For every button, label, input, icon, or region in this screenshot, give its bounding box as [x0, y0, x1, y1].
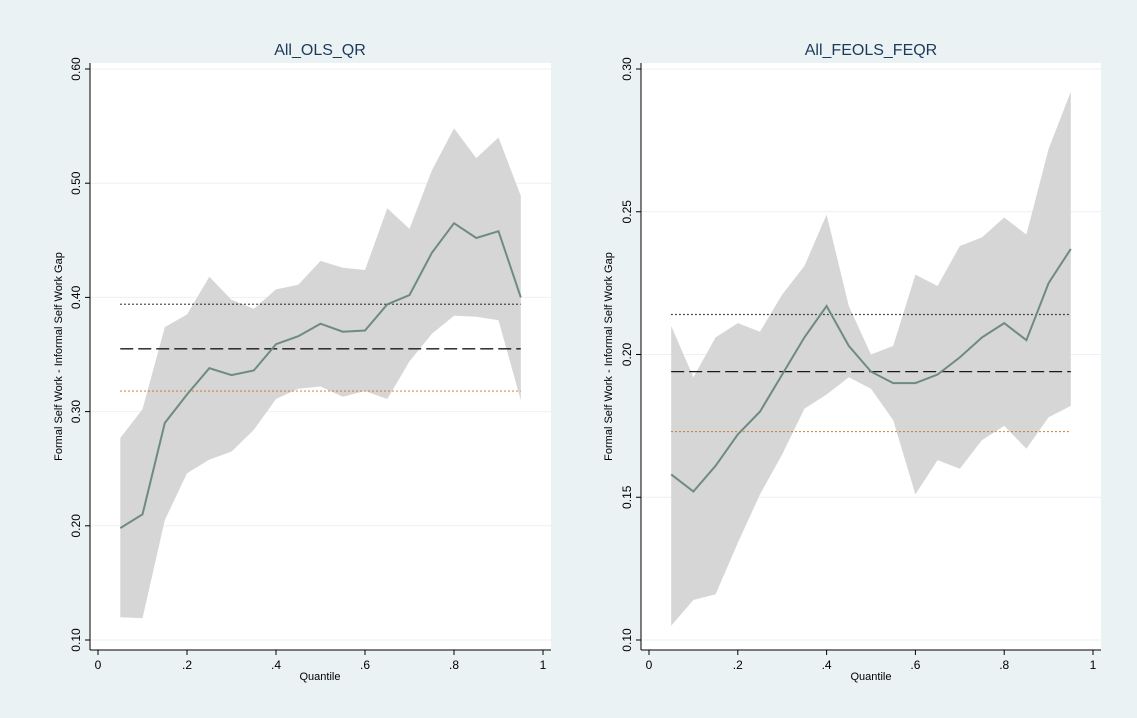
chart-panel-1: 0.10 0.20 0.30 0.40 0.50 0.60 0 .2 .4 .6 .8 1 Quanti… [53, 42, 551, 683]
y-tick-label: 0.30 [69, 400, 83, 424]
x-tick-label: .4 [822, 658, 832, 672]
y-tick-label: 0.30 [620, 57, 634, 81]
y-axis-title: Formal Self Work - Informal Self Work Ga… [53, 252, 65, 461]
y-tick-label: 0.50 [69, 171, 83, 195]
x-tick-label: .4 [271, 658, 281, 672]
x-tick-label: 0 [646, 658, 653, 672]
y-axis-title: Formal Self Work - Informal Self Work Ga… [603, 252, 615, 461]
quantile-estimate-line [119, 221, 522, 529]
x-tick-label: .6 [360, 658, 370, 672]
y-tick-label: 0.15 [620, 485, 634, 509]
y-tick-label: 0.10 [620, 628, 634, 652]
x-tick-label: .2 [182, 658, 192, 672]
x-tick-label: 0 [95, 658, 102, 672]
x-tick-label: .2 [733, 658, 743, 672]
y-tick-label: 0.40 [69, 285, 83, 309]
chart-panel-2: 0.10 0.15 0.20 0.25 0.30 0 .2 .4 .6 .8 1 Quantile Fo… [603, 42, 1101, 683]
x-tick-label: .6 [910, 658, 920, 672]
chart-title: All_OLS_QR [274, 42, 366, 59]
x-axis-title: Quantile [300, 671, 341, 683]
chart-title: All_FEOLS_FEQR [805, 42, 937, 59]
y-tick-label: 0.20 [69, 514, 83, 538]
x-axis-title: Quantile [851, 671, 892, 683]
x-tick-label: .8 [449, 658, 459, 672]
y-tick-label: 0.10 [69, 628, 83, 652]
x-tick-label: 1 [540, 658, 547, 672]
x-tick-label: .8 [999, 658, 1009, 672]
y-tick-label: 0.25 [620, 200, 634, 224]
x-tick-label: 1 [1090, 658, 1097, 672]
y-tick-label: 0.60 [69, 57, 83, 81]
confidence-band [120, 128, 521, 619]
confidence-band [671, 91, 1071, 626]
y-tick-label: 0.20 [620, 342, 634, 366]
